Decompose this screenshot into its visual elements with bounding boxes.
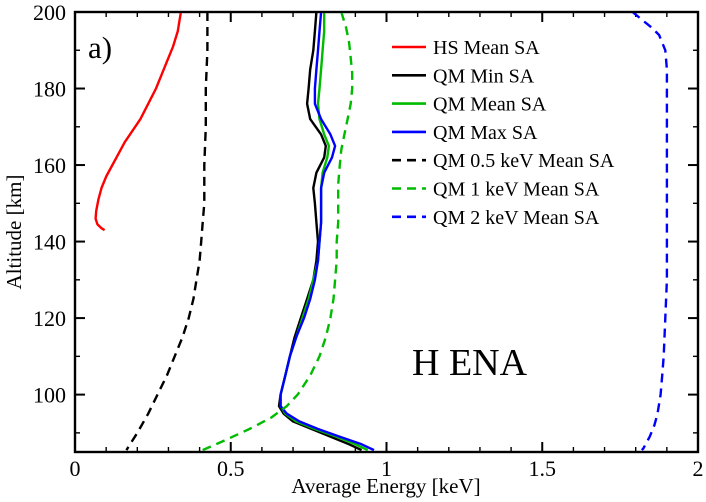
series-line bbox=[94, 13, 182, 232]
y-tick-label: 200 bbox=[33, 0, 66, 25]
series-line bbox=[202, 13, 354, 451]
legend-label: QM Mean SA bbox=[433, 94, 547, 116]
x-axis-title: Average Energy [keV] bbox=[291, 474, 480, 498]
x-tick-label: 1.5 bbox=[529, 456, 557, 481]
legend-label: QM Min SA bbox=[433, 65, 535, 87]
ticks-layer: 0 0.5 1 1.5 2 100 120 140 160 180 200 bbox=[33, 0, 704, 481]
series-line bbox=[279, 13, 369, 451]
annotation-h-ena: H ENA bbox=[412, 342, 528, 384]
x-tick-label: 1 bbox=[381, 456, 392, 481]
legend-label: QM 2 keV Mean SA bbox=[433, 207, 600, 229]
x-tick-label: 0.5 bbox=[217, 456, 245, 481]
series-line bbox=[279, 13, 375, 451]
series-line bbox=[125, 13, 209, 451]
y-axis-title: Altitude [km] bbox=[2, 175, 26, 290]
plot-frame bbox=[73, 10, 700, 454]
legend-label: HS Mean SA bbox=[433, 37, 540, 59]
series-layer bbox=[94, 13, 669, 451]
y-tick-label: 160 bbox=[33, 153, 66, 178]
legend-label: QM Max SA bbox=[433, 122, 538, 144]
legend: HS Mean SA QM Min SA QM Mean SA QM Max SA QM… bbox=[392, 37, 615, 229]
y-tick-label: 180 bbox=[33, 77, 66, 102]
legend-label: QM 0.5 keV Mean SA bbox=[433, 150, 615, 172]
y-tick-label: 120 bbox=[33, 306, 66, 331]
y-tick-label: 100 bbox=[33, 383, 66, 408]
y-tick-label: 140 bbox=[33, 230, 66, 255]
x-tick-label: 0 bbox=[70, 456, 81, 481]
panel-label: a) bbox=[88, 30, 112, 65]
legend-label: QM 1 keV Mean SA bbox=[433, 179, 600, 201]
x-tick-label: 2 bbox=[693, 456, 704, 481]
series-line bbox=[631, 13, 669, 451]
